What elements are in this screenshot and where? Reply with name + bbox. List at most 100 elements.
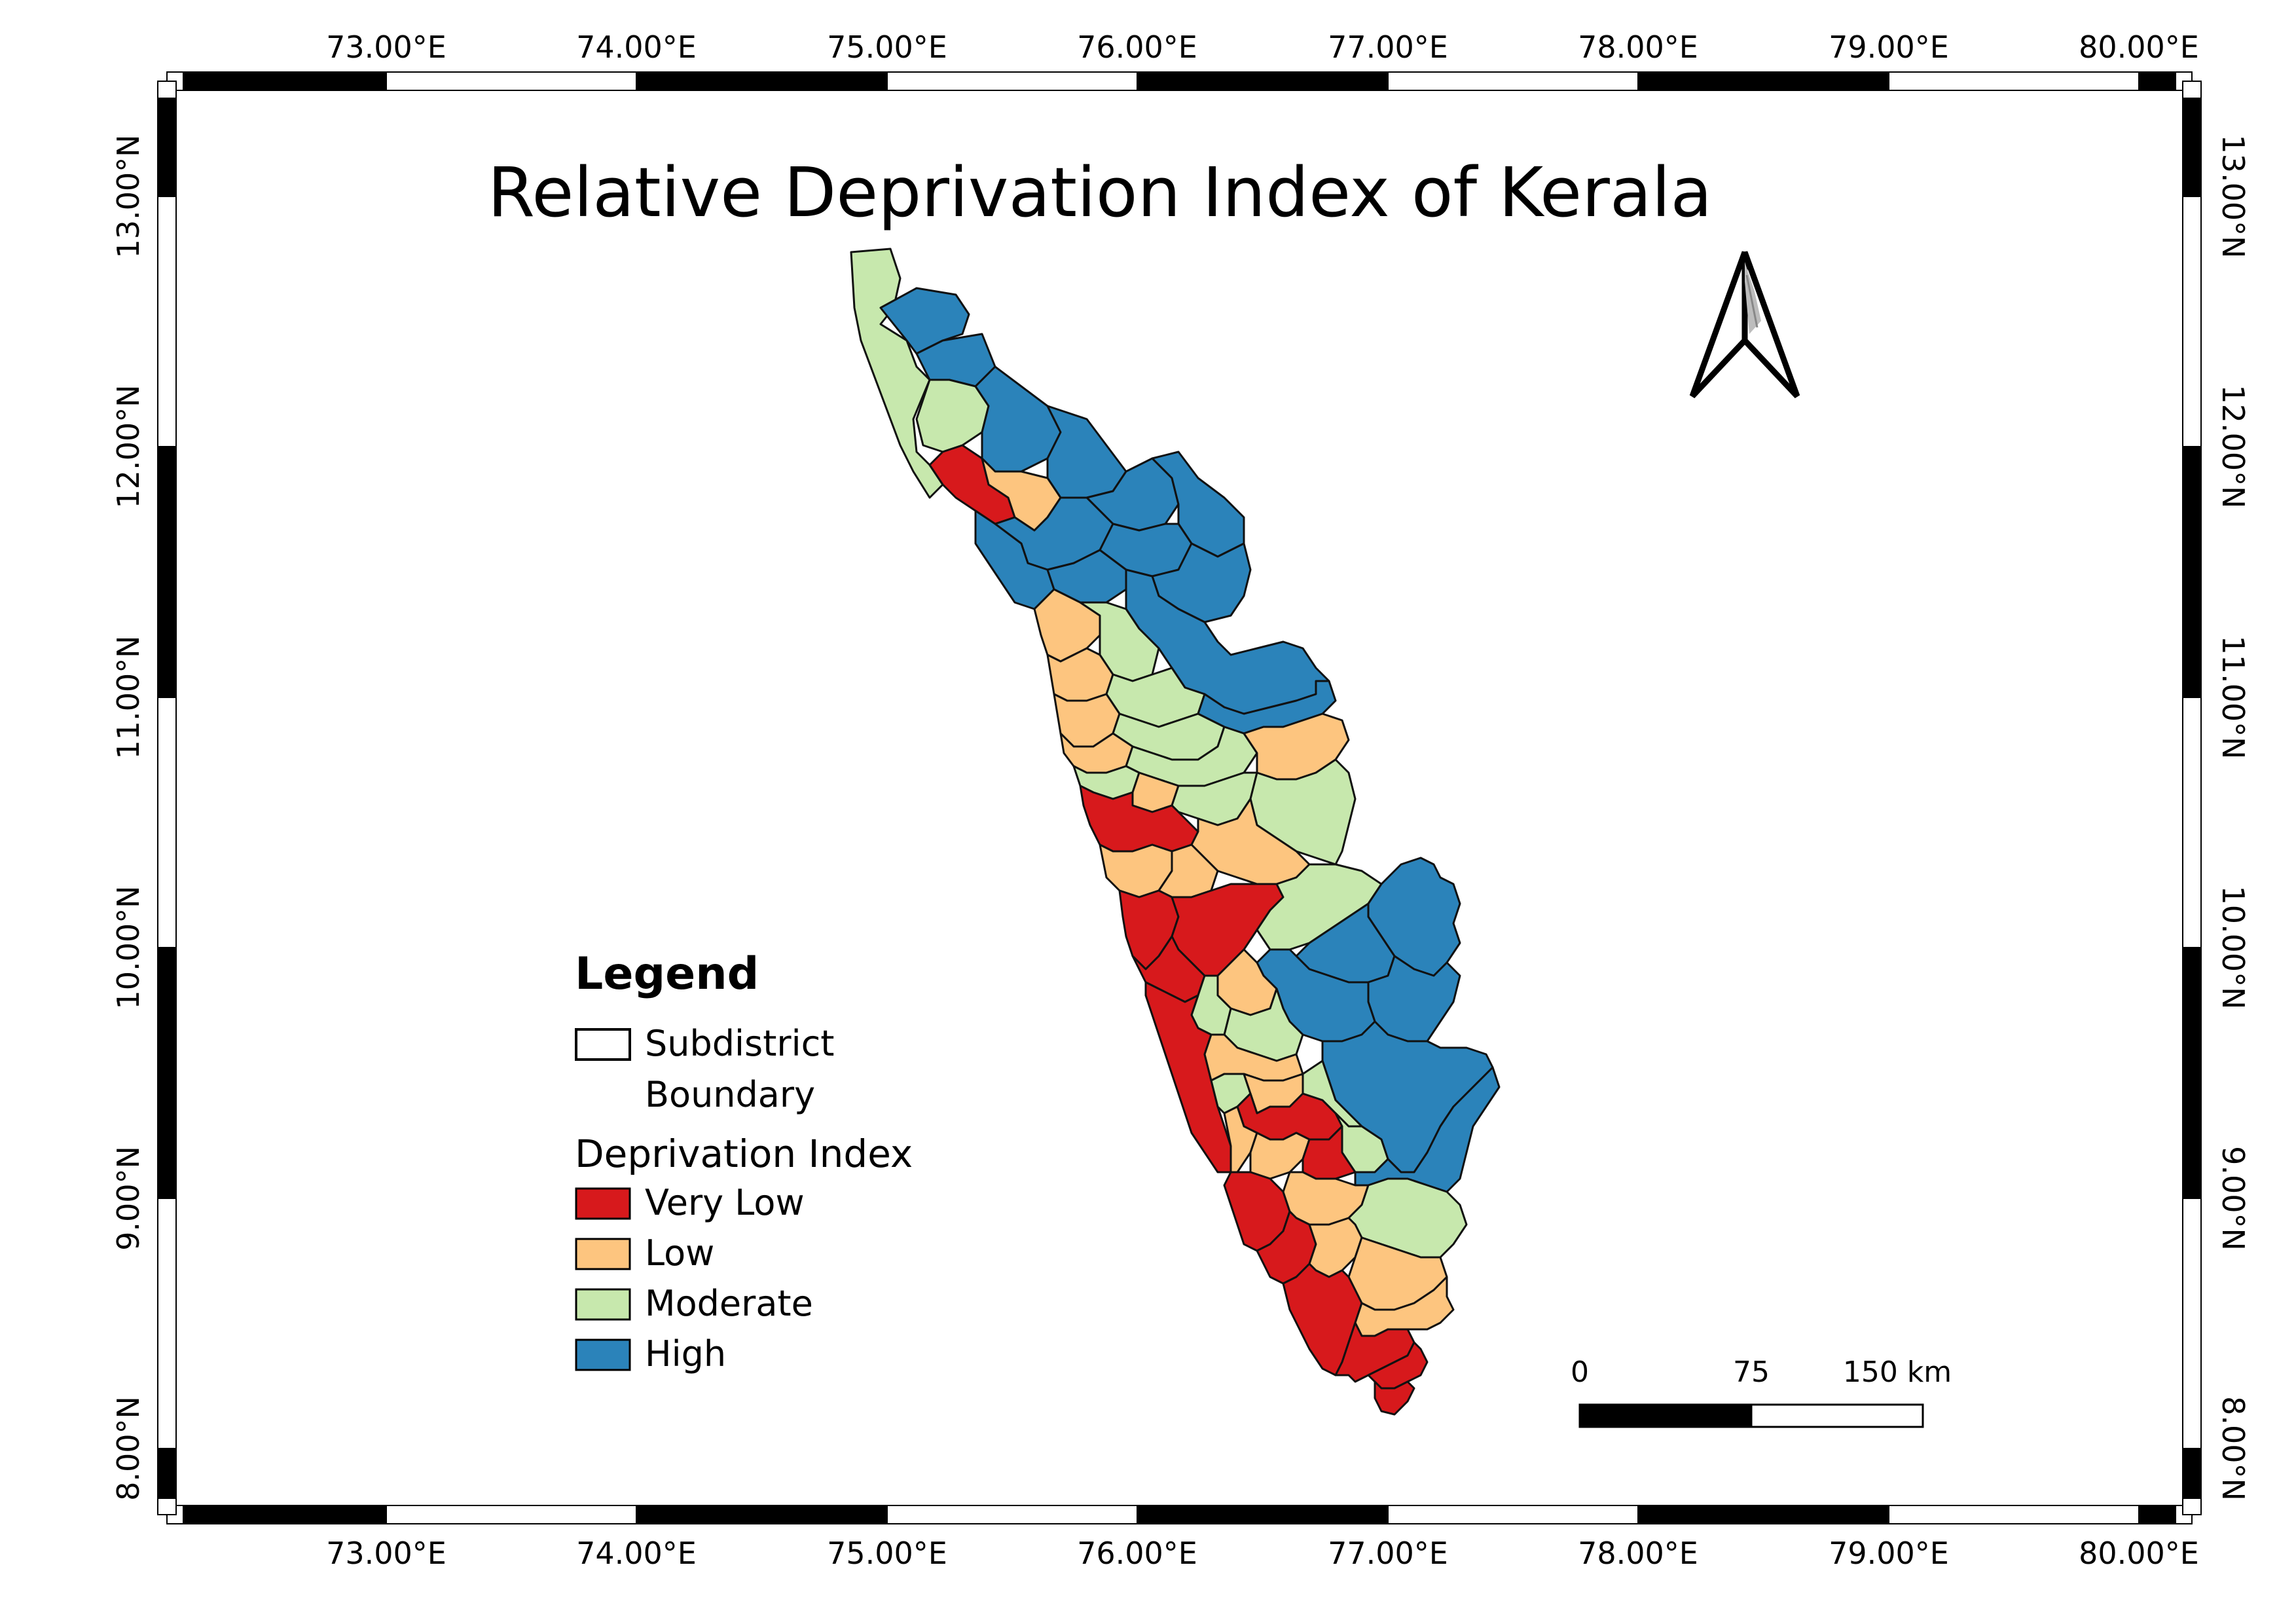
region-moderate-1	[915, 378, 990, 453]
legend: Legend Subdistrict Boundary Deprivation …	[575, 948, 913, 1375]
longitude-label-top: 73.00°E	[326, 29, 446, 65]
frame-bar-right	[2182, 196, 2202, 447]
frame-bar-top	[1387, 71, 1639, 91]
longitude-label-top: 74.00°E	[576, 29, 697, 65]
frame-bar-left	[157, 1498, 177, 1515]
frame-bar-top	[1888, 71, 2140, 91]
region-high-10	[974, 509, 1055, 610]
frame-ticks	[157, 71, 2202, 1524]
longitude-label-top: 78.00°E	[1578, 29, 1698, 65]
legend-swatch-low	[575, 1238, 631, 1270]
frame-bar-bottom	[886, 1505, 1138, 1524]
longitude-label-top: 79.00°E	[1829, 29, 1949, 65]
legend-swatch-very-low	[575, 1187, 631, 1220]
legend-swatch-moderate	[575, 1288, 631, 1321]
longitude-label-bottom: 76.00°E	[1077, 1536, 1197, 1571]
frame-bar-bottom	[1888, 1505, 2140, 1524]
frame-bar-left	[157, 947, 177, 1199]
frame-bar-bottom	[1387, 1505, 1639, 1524]
longitude-label-bottom: 77.00°E	[1328, 1536, 1448, 1571]
frame-bar-bottom	[1637, 1505, 1889, 1524]
frame-bar-right	[2182, 697, 2202, 948]
longitude-label-bottom: 78.00°E	[1578, 1536, 1698, 1571]
longitude-label-bottom: 79.00°E	[1829, 1536, 1949, 1571]
latitude-label-right: 12.00°N	[2215, 384, 2251, 508]
frame-bar-top	[183, 71, 387, 91]
legend-label-very-low: Very Low	[645, 1182, 805, 1223]
frame-bar-left	[157, 697, 177, 948]
kerala-map	[850, 248, 1501, 1416]
frame-bar-bottom	[2138, 1505, 2176, 1524]
latitude-label-left: 8.00°N	[111, 1396, 146, 1501]
frame-bar-bottom	[1137, 1505, 1389, 1524]
frame-bar-top	[886, 71, 1138, 91]
frame-bar-bottom	[636, 1505, 888, 1524]
frame-bar-top	[386, 71, 637, 91]
latitude-label-right: 8.00°N	[2215, 1396, 2251, 1501]
legend-swatch-high	[575, 1338, 631, 1371]
scale-label-0: 0	[1571, 1356, 1589, 1389]
longitude-label-top: 75.00°E	[827, 29, 947, 65]
latitude-label-right: 13.00°N	[2215, 134, 2251, 258]
latitude-label-right: 10.00°N	[2215, 885, 2251, 1009]
longitude-label-top: 77.00°E	[1328, 29, 1448, 65]
region-high-4	[974, 365, 1062, 473]
latitude-label-left: 12.00°N	[111, 384, 146, 508]
scale-label-75: 75	[1733, 1356, 1770, 1389]
frame-bar-right	[2182, 1498, 2202, 1515]
legend-boundary-label-2: Boundary	[645, 1074, 815, 1115]
legend-boundary-swatch	[575, 1028, 631, 1061]
frame-bar-left	[157, 196, 177, 447]
frame-bar-left	[157, 1448, 177, 1499]
latitude-label-left: 11.00°N	[111, 635, 146, 759]
longitude-label-bottom: 73.00°E	[326, 1536, 446, 1571]
frame-bar-top	[1137, 71, 1389, 91]
latitude-label-left: 10.00°N	[111, 885, 146, 1009]
frame-bar-right	[2182, 947, 2202, 1199]
region-very-low-8	[1302, 1125, 1357, 1180]
map-title: Relative Deprivation Index of Kerala	[488, 153, 1713, 232]
scale-label-150: 150 km	[1843, 1356, 1952, 1389]
latitude-labels-left: 13.00°N 12.00°N 11.00°N 10.00°N 9.00°N 8.00°N	[111, 134, 146, 1500]
latitude-label-right: 9.00°N	[2215, 1146, 2251, 1251]
longitude-label-top: 76.00°E	[1077, 29, 1197, 65]
latitude-label-left: 9.00°N	[111, 1146, 146, 1251]
longitude-label-top: 80.00°E	[2079, 29, 2199, 65]
legend-boundary-label-1: Subdistrict	[645, 1023, 834, 1064]
frame-bar-right	[2182, 98, 2202, 197]
scale-bar: 0 75 150 km	[1571, 1356, 1952, 1428]
frame-bar-left	[157, 446, 177, 698]
legend-label-high: High	[645, 1333, 726, 1375]
latitude-label-left: 13.00°N	[111, 134, 146, 258]
frame-bar-right	[2182, 81, 2202, 99]
frame-bar-left	[157, 81, 177, 99]
frame-bar-bottom	[386, 1505, 637, 1524]
longitude-labels-top: 73.00°E 74.00°E 75.00°E 76.00°E 77.00°E 78.00…	[326, 29, 2199, 65]
frame-bar-right	[2182, 1198, 2202, 1449]
frame-bar-right	[2182, 446, 2202, 698]
region-low-17	[1308, 1217, 1363, 1278]
legend-label-low: Low	[645, 1232, 714, 1274]
legend-title: Legend	[575, 948, 759, 1000]
region-high-2	[879, 287, 970, 355]
latitude-labels-right: 13.00°N 12.00°N 11.00°N 10.00°N 9.00°N 8.00°N	[2215, 134, 2251, 1500]
longitude-label-bottom: 74.00°E	[576, 1536, 697, 1571]
longitude-label-bottom: 75.00°E	[827, 1536, 947, 1571]
legend-label-moderate: Moderate	[645, 1283, 813, 1324]
region-very-low-14	[1374, 1380, 1415, 1416]
frame-bar-left	[157, 1198, 177, 1449]
longitude-labels-bottom: 73.00°E 74.00°E 75.00°E 76.00°E 77.00°E 78.00…	[326, 1536, 2199, 1571]
scale-bar-black	[1578, 1403, 1753, 1428]
legend-classes: Very Low Low Moderate High	[575, 1182, 813, 1375]
region-very-low-12	[1334, 1321, 1415, 1383]
legend-index-title: Deprivation Index	[575, 1132, 913, 1176]
frame-bar-left	[157, 98, 177, 197]
frame-bar-right	[2182, 1448, 2202, 1499]
frame-bar-top	[1637, 71, 1889, 91]
latitude-label-right: 11.00°N	[2215, 635, 2251, 759]
frame-bar-top	[636, 71, 888, 91]
north-arrow-icon	[1689, 251, 1800, 399]
region-high-5	[1046, 405, 1127, 499]
scale-bar-white	[1750, 1403, 1924, 1428]
